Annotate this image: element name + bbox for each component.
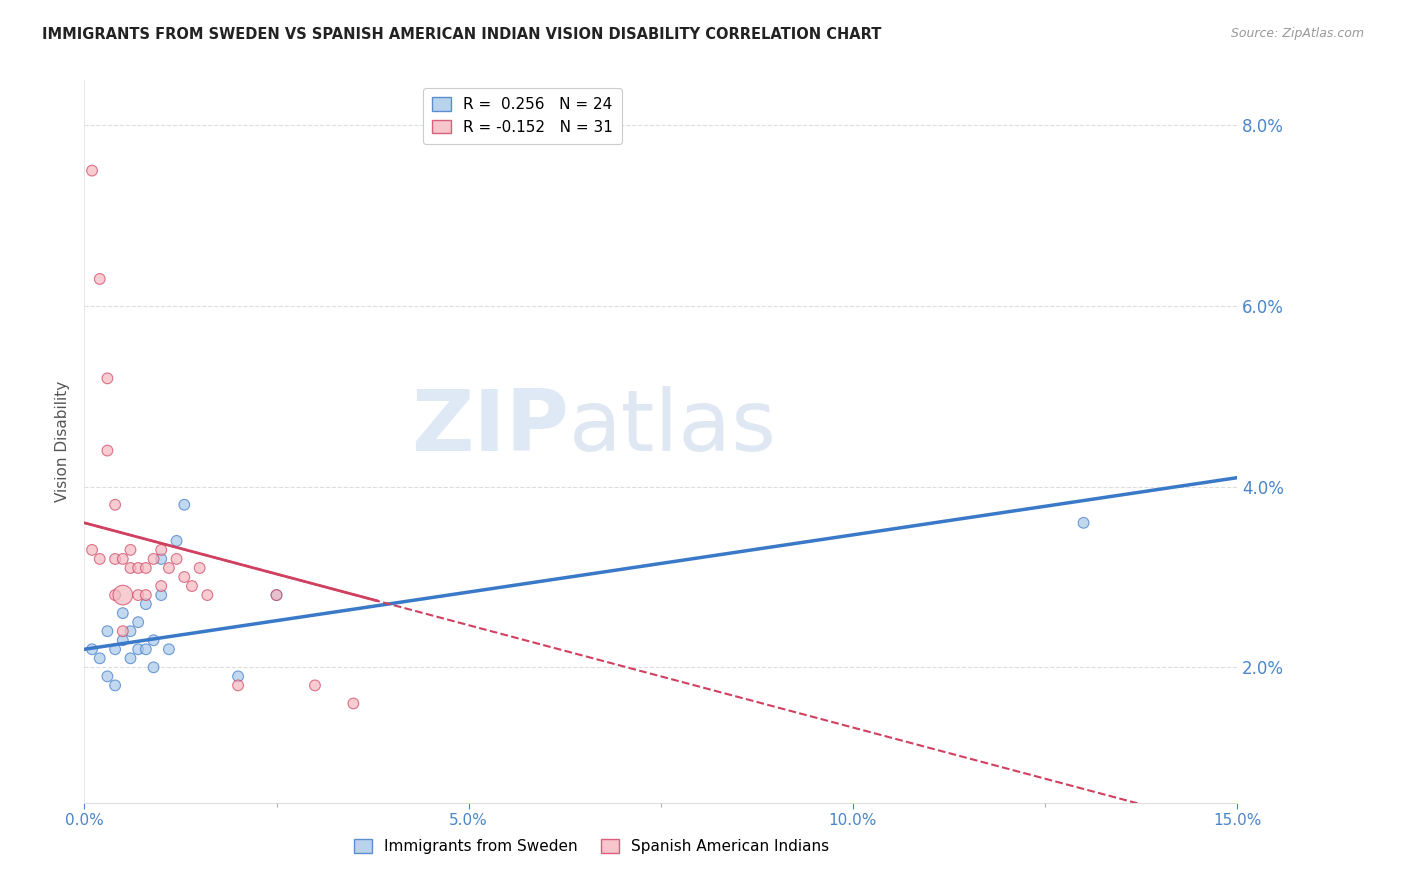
Point — [142, 660, 165, 674]
Point — [127, 642, 149, 657]
Point — [96, 624, 118, 639]
Point — [104, 588, 127, 602]
Point — [127, 561, 149, 575]
Point — [120, 561, 142, 575]
Point — [142, 633, 165, 648]
Point — [135, 597, 157, 611]
Text: IMMIGRANTS FROM SWEDEN VS SPANISH AMERICAN INDIAN VISION DISABILITY CORRELATION : IMMIGRANTS FROM SWEDEN VS SPANISH AMERIC… — [42, 27, 882, 42]
Point — [111, 606, 134, 620]
Point — [195, 588, 218, 602]
Point — [266, 588, 288, 602]
Point — [135, 561, 157, 575]
Point — [120, 542, 142, 557]
Point — [104, 552, 127, 566]
Point — [266, 588, 288, 602]
Point — [80, 642, 103, 657]
Point — [173, 570, 195, 584]
Point — [157, 642, 180, 657]
Point — [89, 651, 111, 665]
Point — [188, 561, 211, 575]
Text: ZIP: ZIP — [411, 385, 568, 468]
Point — [104, 678, 127, 692]
Text: Source: ZipAtlas.com: Source: ZipAtlas.com — [1230, 27, 1364, 40]
Point — [111, 624, 134, 639]
Point — [226, 678, 249, 692]
Point — [80, 163, 103, 178]
Point — [1073, 516, 1095, 530]
Y-axis label: Vision Disability: Vision Disability — [55, 381, 70, 502]
Point — [111, 633, 134, 648]
Point — [120, 651, 142, 665]
Point — [89, 272, 111, 286]
Point — [142, 552, 165, 566]
Point — [111, 588, 134, 602]
Point — [150, 552, 173, 566]
Point — [96, 371, 118, 385]
Point — [96, 669, 118, 683]
Legend: Immigrants from Sweden, Spanish American Indians: Immigrants from Sweden, Spanish American… — [347, 833, 835, 860]
Point — [150, 542, 173, 557]
Point — [150, 579, 173, 593]
Point — [135, 642, 157, 657]
Point — [173, 498, 195, 512]
Point — [135, 588, 157, 602]
Point — [120, 624, 142, 639]
Point — [104, 498, 127, 512]
Point — [127, 588, 149, 602]
Point — [166, 533, 188, 548]
Point — [96, 443, 118, 458]
Point — [80, 542, 103, 557]
Point — [104, 642, 127, 657]
Point — [89, 552, 111, 566]
Point — [342, 697, 364, 711]
Point — [304, 678, 326, 692]
Point — [150, 588, 173, 602]
Point — [181, 579, 204, 593]
Point — [226, 669, 249, 683]
Point — [157, 561, 180, 575]
Text: atlas: atlas — [568, 385, 776, 468]
Point — [127, 615, 149, 630]
Point — [166, 552, 188, 566]
Point — [111, 552, 134, 566]
